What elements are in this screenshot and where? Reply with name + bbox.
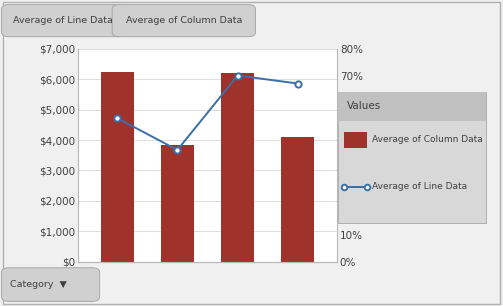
Text: Average of Line Data: Average of Line Data xyxy=(372,182,467,191)
Bar xyxy=(101,72,134,262)
Text: Average of Line Data: Average of Line Data xyxy=(13,16,113,25)
Text: Average of Column Data: Average of Column Data xyxy=(372,136,482,144)
Text: Category  ▼: Category ▼ xyxy=(10,280,66,289)
Bar xyxy=(281,137,314,262)
Bar xyxy=(161,145,194,262)
Text: Values: Values xyxy=(347,101,381,111)
Bar xyxy=(221,73,254,262)
Text: Average of Column Data: Average of Column Data xyxy=(126,16,242,25)
